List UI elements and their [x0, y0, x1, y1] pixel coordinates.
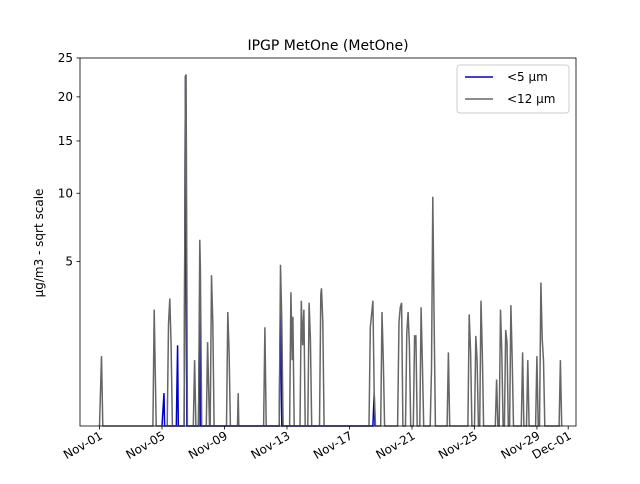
y-tick-label: 20	[58, 90, 73, 104]
y-tick-label: 10	[58, 186, 73, 200]
y-tick-label: 15	[58, 134, 73, 148]
y-axis-label: µg/m3 - sqrt scale	[32, 189, 46, 298]
y-tick-label: 25	[58, 51, 73, 65]
y-tick-label: 5	[65, 254, 73, 268]
series-line-pm12	[98, 74, 563, 427]
legend: <5 µm <12 µm	[456, 64, 570, 114]
legend-label: <12 µm	[507, 92, 555, 106]
legend-label: <5 µm	[507, 70, 548, 84]
chart-title: IPGP MetOne (MetOne)	[247, 38, 408, 54]
plot-frame	[79, 57, 577, 427]
